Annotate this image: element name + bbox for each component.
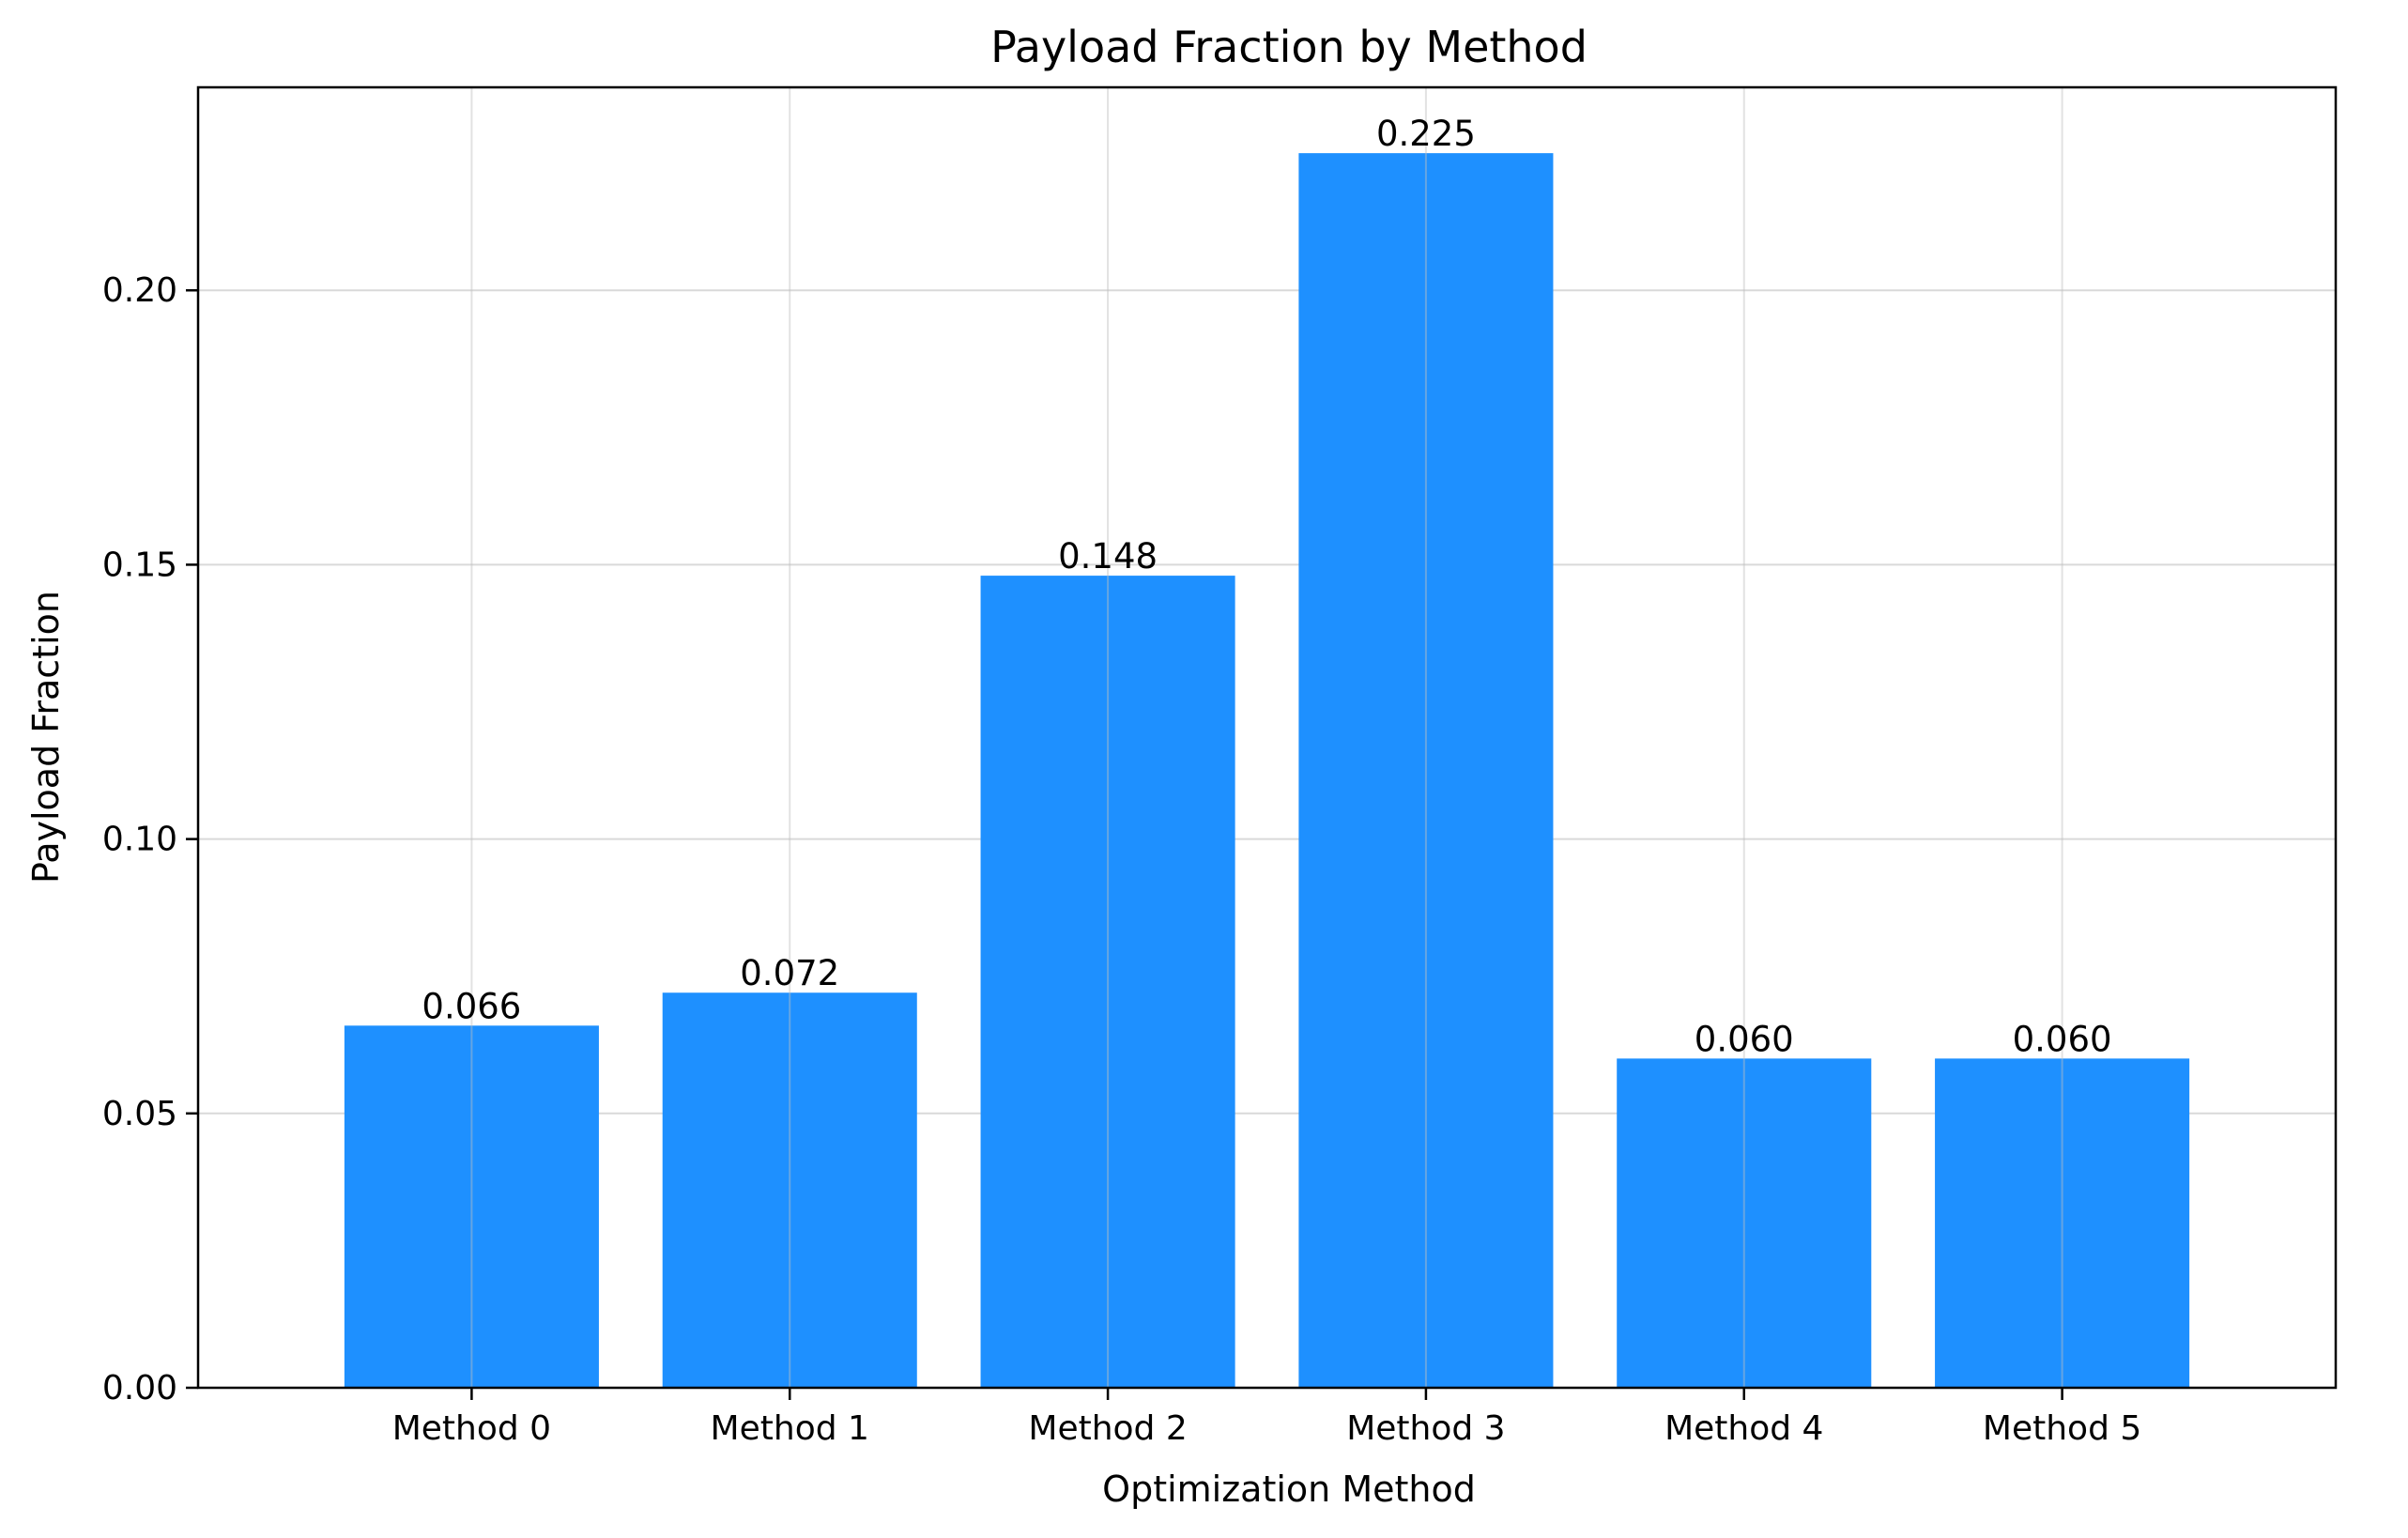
chart-title: Payload Fraction by Method (990, 22, 1587, 72)
bar-value-label: 0.066 (422, 986, 521, 1026)
x-axis-label: Optimization Method (1102, 1469, 1476, 1510)
y-axis-label: Payload Fraction (25, 591, 67, 884)
y-tick-label: 0.05 (102, 1095, 177, 1133)
x-tick-label: Method 1 (711, 1409, 869, 1448)
x-tick-label: Method 2 (1028, 1409, 1187, 1448)
plot-frame (196, 85, 2338, 1390)
vgrid-layer (470, 87, 2063, 1388)
bar-method-1 (662, 992, 917, 1388)
bar-value-label: 0.060 (2013, 1019, 2112, 1059)
y-tick-label: 0.20 (102, 271, 177, 310)
bar-method-0 (344, 1025, 599, 1388)
y-tick-label: 0.15 (102, 546, 177, 584)
bar-method-3 (1298, 153, 1554, 1388)
axis-layer: 0.00 0.05 0.10 0.15 0.20 Method 0 Method 1 Meth… (102, 271, 2141, 1448)
bar-value-label: 0.148 (1058, 536, 1158, 577)
y-tick-label: 0.10 (102, 821, 177, 859)
label-layer: 0.066 0.072 0.148 0.225 0.060 0.060 (422, 114, 2111, 1059)
bar-method-5 (1935, 1058, 2190, 1388)
x-tick-label: Method 4 (1664, 1409, 1823, 1448)
bar-method-2 (980, 576, 1235, 1388)
bar-layer (344, 153, 2190, 1388)
bar-value-label: 0.072 (740, 953, 839, 993)
bar-method-4 (1617, 1058, 1872, 1388)
bar-value-label: 0.060 (1695, 1019, 1794, 1059)
y-tick-label: 0.00 (102, 1369, 177, 1407)
x-tick-label: Method 0 (392, 1409, 551, 1448)
bar-value-label: 0.225 (1376, 114, 1476, 154)
x-tick-label: Method 5 (1983, 1409, 2141, 1448)
x-tick-label: Method 3 (1346, 1409, 1505, 1448)
